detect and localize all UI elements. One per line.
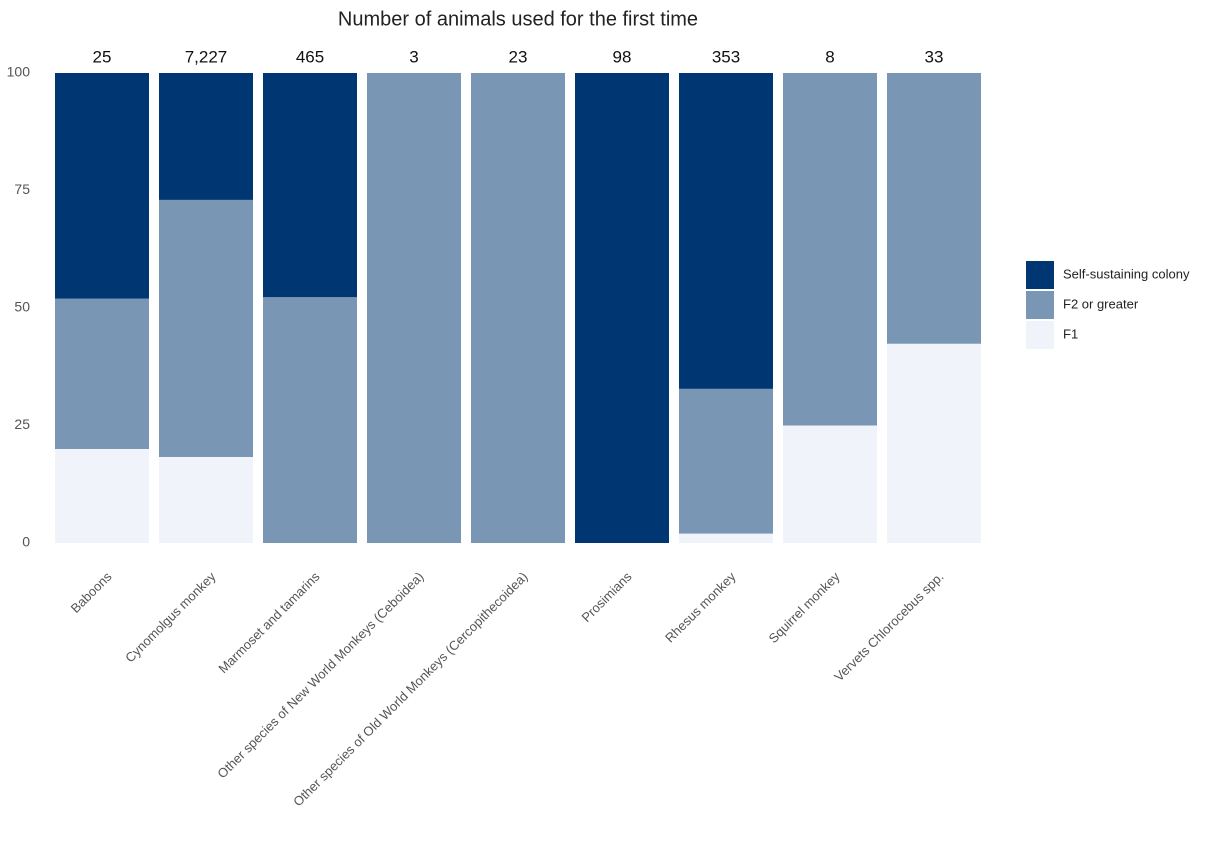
total-label: 23 [509,47,528,66]
total-label: 7,227 [185,47,228,66]
bar-segment [679,533,773,543]
total-label: 33 [925,47,944,66]
bar-segment [159,199,253,457]
x-tick-label: Marmoset and tamarins [215,569,323,677]
legend-label: F2 or greater [1063,296,1139,311]
bar-segment [679,388,773,534]
bar-segment [159,456,253,543]
legend-label: Self-sustaining colony [1063,266,1190,281]
y-tick-label: 0 [22,534,30,550]
x-tick-label: Other species of Old World Monkeys (Cerc… [290,569,530,809]
legend-swatch [1026,321,1054,349]
bar-segment [367,73,461,543]
bar-segment [263,73,357,298]
legend-swatch [1026,261,1054,289]
x-tick-label: Prosimians [578,569,634,625]
x-tick-label: Baboons [68,569,115,616]
bar-segment [575,73,669,543]
x-tick-label: Vervets Chlorocebus spp. [831,569,946,684]
bar-segment [55,449,149,543]
x-tick-label: Rhesus monkey [662,569,739,646]
y-tick-label: 75 [14,181,30,197]
total-label: 98 [613,47,632,66]
bar-segment [783,425,877,543]
total-label: 465 [296,47,324,66]
total-label: 353 [712,47,740,66]
bar-segment [159,73,253,200]
y-tick-label: 25 [14,416,30,432]
x-tick-label: Other species of New World Monkeys (Cebo… [214,569,426,781]
total-label: 25 [93,47,112,66]
legend-label: F1 [1063,326,1078,341]
x-tick-label: Cynomolgus monkey [122,569,219,666]
bar-segment [55,298,149,449]
legend-swatch [1026,291,1054,319]
x-tick-label: Squirrel monkey [766,569,843,646]
bar-segment [55,73,149,299]
bar-segment [887,73,981,344]
bar-segment [263,297,357,543]
bar-segment [887,343,981,543]
total-label: 3 [409,47,418,66]
total-label: 8 [825,47,834,66]
y-tick-label: 50 [14,299,30,315]
y-tick-label: 100 [7,64,31,80]
bar-segment [471,73,565,543]
bar-segment [679,73,773,389]
chart-title: Number of animals used for the first tim… [338,8,698,30]
bar-segment [783,73,877,426]
